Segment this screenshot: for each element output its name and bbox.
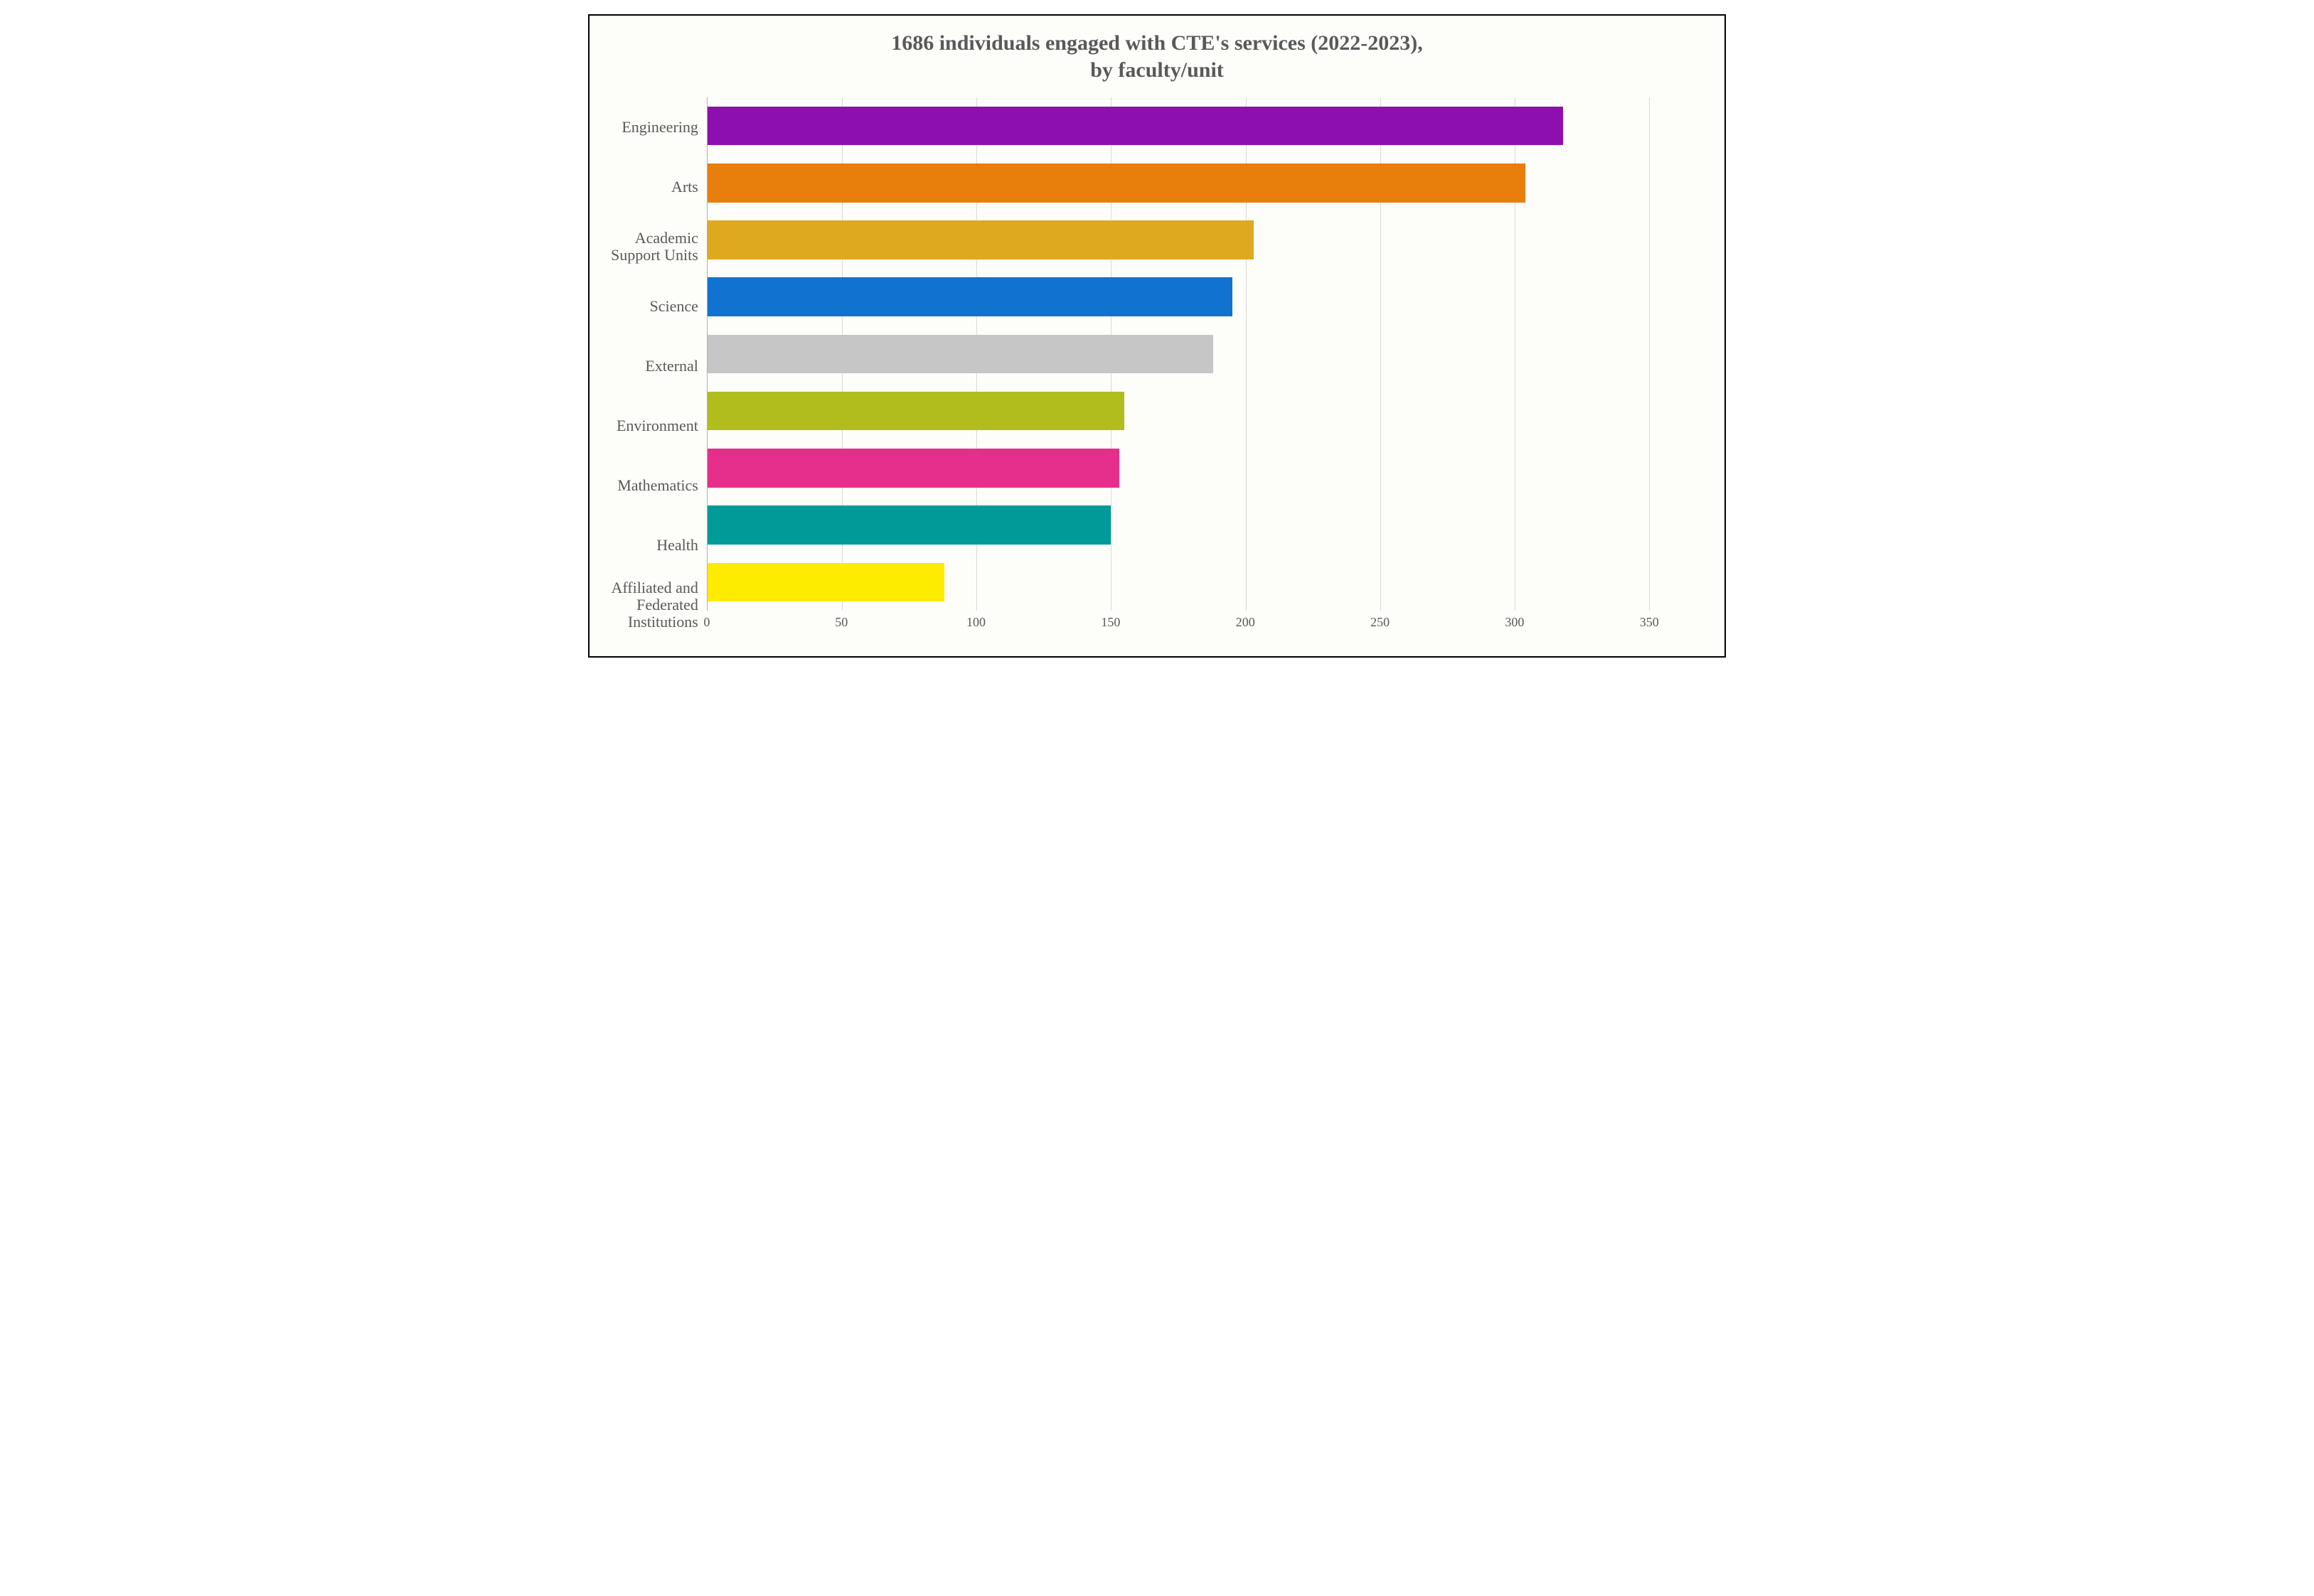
x-axis: 050100150200250300350 xyxy=(707,615,1703,635)
x-tick: 350 xyxy=(1640,615,1659,630)
bar xyxy=(708,107,1563,146)
y-label: Mathematics xyxy=(611,456,698,515)
bar-row xyxy=(708,497,1703,554)
bar-row xyxy=(708,326,1703,382)
y-label: Environment xyxy=(611,396,698,456)
bar xyxy=(708,277,1232,316)
plot-area xyxy=(707,97,1703,611)
bar-row xyxy=(708,439,1703,496)
bar xyxy=(708,220,1254,259)
bar-row xyxy=(708,154,1703,211)
y-axis-labels: EngineeringArtsAcademic Support UnitsSci… xyxy=(611,97,707,635)
bar-row xyxy=(708,97,1703,154)
bar xyxy=(708,335,1213,374)
bar xyxy=(708,449,1119,488)
x-tick: 250 xyxy=(1370,615,1390,630)
x-tick: 150 xyxy=(1101,615,1120,630)
bar xyxy=(708,164,1525,203)
x-tick: 50 xyxy=(835,615,848,630)
y-label: Health xyxy=(611,515,698,575)
y-label: External xyxy=(611,336,698,396)
x-tick: 200 xyxy=(1236,615,1255,630)
bar xyxy=(708,505,1111,545)
bar-row xyxy=(708,211,1703,268)
x-tick: 100 xyxy=(966,615,986,630)
bar-row xyxy=(708,554,1703,611)
bar-row xyxy=(708,269,1703,326)
bar xyxy=(708,563,944,602)
x-tick: 300 xyxy=(1505,615,1524,630)
plot-wrap: 050100150200250300350 xyxy=(707,97,1703,635)
x-tick: 0 xyxy=(703,615,710,630)
bar xyxy=(708,392,1125,431)
bar-row xyxy=(708,382,1703,439)
bars-layer xyxy=(708,97,1703,611)
chart-container: 1686 individuals engaged with CTE's serv… xyxy=(588,14,1726,658)
chart-title: 1686 individuals engaged with CTE's serv… xyxy=(611,30,1703,83)
y-label: Engineering xyxy=(611,97,698,157)
y-label: Affiliated and Federated Institutions xyxy=(611,575,698,635)
y-label: Academic Support Units xyxy=(611,217,698,277)
chart-body: EngineeringArtsAcademic Support UnitsSci… xyxy=(611,97,1703,635)
y-label: Arts xyxy=(611,157,698,217)
y-label: Science xyxy=(611,277,698,336)
